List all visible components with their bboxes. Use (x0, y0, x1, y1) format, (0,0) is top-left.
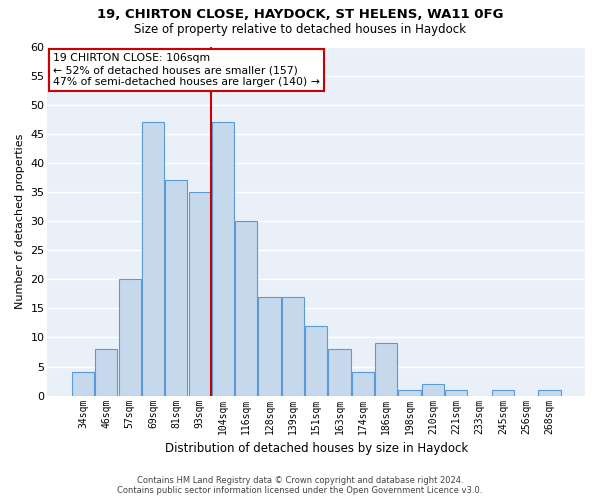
X-axis label: Distribution of detached houses by size in Haydock: Distribution of detached houses by size … (164, 442, 468, 455)
Y-axis label: Number of detached properties: Number of detached properties (15, 134, 25, 309)
Bar (445, 390, 467, 396)
Bar (422, 384, 444, 396)
Bar (212, 122, 234, 396)
Text: Size of property relative to detached houses in Haydock: Size of property relative to detached ho… (134, 22, 466, 36)
Text: 19 CHIRTON CLOSE: 106sqm
← 52% of detached houses are smaller (157)
47% of semi-: 19 CHIRTON CLOSE: 106sqm ← 52% of detach… (53, 54, 320, 86)
Bar (165, 180, 187, 396)
Bar (538, 390, 560, 396)
Bar (95, 349, 118, 396)
Bar (72, 372, 94, 396)
Bar (282, 296, 304, 396)
Bar (352, 372, 374, 396)
Bar (328, 349, 350, 396)
Bar (119, 280, 141, 396)
Bar (235, 221, 257, 396)
Bar (142, 122, 164, 396)
Bar (188, 192, 211, 396)
Text: Contains HM Land Registry data © Crown copyright and database right 2024.
Contai: Contains HM Land Registry data © Crown c… (118, 476, 482, 495)
Text: 19, CHIRTON CLOSE, HAYDOCK, ST HELENS, WA11 0FG: 19, CHIRTON CLOSE, HAYDOCK, ST HELENS, W… (97, 8, 503, 20)
Bar (375, 344, 397, 396)
Bar (259, 296, 281, 396)
Bar (398, 390, 421, 396)
Bar (305, 326, 328, 396)
Bar (492, 390, 514, 396)
